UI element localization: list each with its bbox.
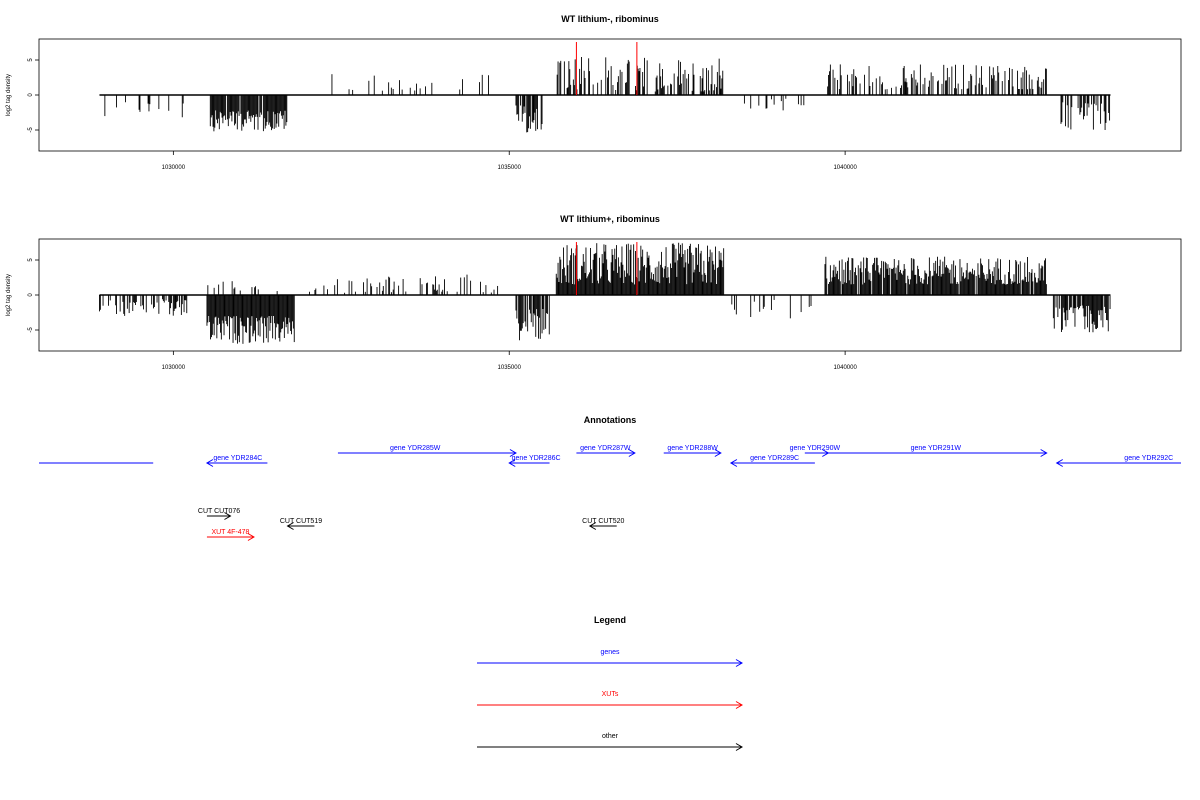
- panel-1-ytick-label: 0: [28, 93, 34, 97]
- annotations-title: Annotations: [584, 415, 637, 425]
- annotation-arrowhead: [714, 449, 722, 457]
- annotation-arrowhead: [286, 522, 294, 530]
- panel-2-ylabel: log2 tag density: [6, 274, 12, 316]
- annotation-label: gene YDR292C: [1124, 455, 1173, 462]
- annotation-arrowhead: [247, 533, 255, 541]
- annotation-label: CUT CUT520: [582, 518, 624, 525]
- panel-2-ytick-label: 0: [28, 293, 34, 297]
- panel-2-ytick-label: -5: [28, 327, 34, 333]
- annotation-label: CUT CUT076: [198, 508, 240, 515]
- annotation-arrowhead: [735, 743, 743, 751]
- panel-1-xtick-label: 1035000: [498, 165, 522, 171]
- panel-2-xtick-label: 1040000: [833, 365, 857, 371]
- annotation-label: gene YDR285W: [390, 445, 441, 452]
- annotation-label: gene YDR286C: [512, 455, 561, 462]
- panel-1-title: WT lithium-, ribominus: [561, 14, 659, 24]
- panel-1-ytick-label: 5: [28, 58, 34, 62]
- panel-1-xtick-label: 1030000: [162, 165, 186, 171]
- annotation-label: gene YDR291W: [911, 445, 962, 452]
- panel-2-xtick-label: 1030000: [162, 365, 186, 371]
- annotation-arrowhead: [508, 459, 516, 467]
- legend-item-label: other: [602, 733, 619, 740]
- annotation-label: gene YDR288W: [667, 445, 718, 452]
- annotation-arrowhead: [628, 449, 636, 457]
- legend-item-label: genes: [600, 649, 620, 656]
- annotation-arrowhead: [205, 459, 214, 467]
- legend-title: Legend: [594, 615, 626, 625]
- legend-item-label: XUTs: [602, 691, 619, 698]
- annotation-label: CUT CUT519: [280, 518, 322, 525]
- annotation-label: gene YDR287W: [580, 445, 631, 452]
- panel-2-title: WT lithium+, ribominus: [560, 214, 660, 224]
- panel-1-ytick-label: -5: [28, 127, 34, 133]
- annotation-arrowhead: [224, 512, 232, 520]
- annotation-label: XUT 4F-478: [211, 529, 249, 536]
- panel-2-xtick-label: 1035000: [498, 365, 522, 371]
- annotation-arrowhead: [1055, 459, 1063, 467]
- annotation-arrowhead: [735, 701, 743, 709]
- annotation-label: gene YDR289C: [750, 455, 799, 462]
- annotation-arrowhead: [588, 522, 597, 530]
- panel-2-ytick-label: 5: [28, 258, 34, 262]
- annotation-arrowhead: [729, 459, 738, 467]
- annotation-label: gene YDR290W: [790, 445, 841, 452]
- panel-1-xtick-label: 1040000: [833, 165, 857, 171]
- annotation-arrowhead: [1040, 449, 1048, 457]
- annotation-label: gene YDR284C: [213, 455, 262, 462]
- panel-1-ylabel: log2 tag density: [6, 74, 12, 116]
- annotation-arrowhead: [509, 449, 517, 457]
- annotation-arrowhead: [735, 659, 743, 667]
